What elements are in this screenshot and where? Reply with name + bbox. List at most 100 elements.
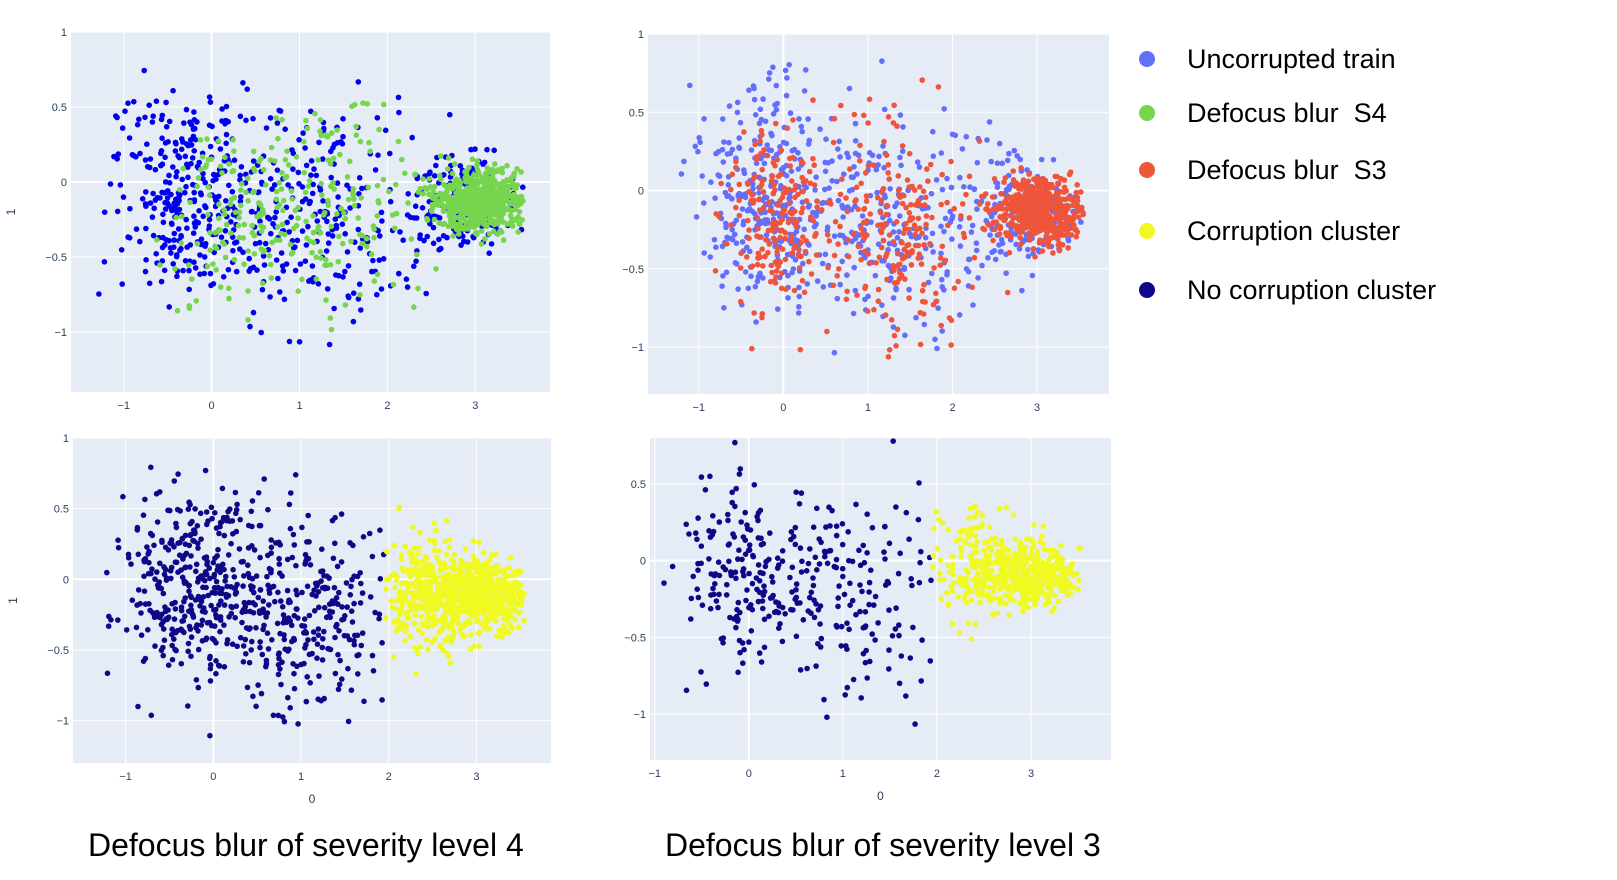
scatter-point bbox=[201, 270, 208, 277]
scatter-point bbox=[466, 164, 472, 171]
scatter-point bbox=[231, 256, 238, 263]
scatter-point bbox=[272, 214, 278, 221]
scatter-point bbox=[363, 235, 370, 242]
scatter-point bbox=[951, 205, 957, 212]
scatter-point bbox=[998, 190, 1004, 197]
scatter-point bbox=[769, 208, 776, 215]
scatter-point bbox=[762, 563, 769, 570]
scatter-point bbox=[371, 226, 377, 232]
scatter-point bbox=[286, 338, 293, 345]
scatter-point bbox=[756, 196, 762, 203]
scatter-point bbox=[301, 630, 307, 636]
scatter-point bbox=[253, 573, 260, 579]
y-tick-label: 1 bbox=[638, 29, 644, 41]
scatter-point bbox=[319, 192, 325, 198]
scatter-point bbox=[504, 177, 510, 183]
scatter-point bbox=[281, 296, 288, 303]
scatter-point bbox=[196, 159, 202, 166]
scatter-point bbox=[751, 310, 757, 316]
scatter-point bbox=[189, 518, 195, 525]
scatter-point bbox=[917, 184, 923, 190]
scatter-point bbox=[252, 168, 258, 174]
scatter-point bbox=[161, 637, 168, 643]
scatter-point bbox=[882, 312, 889, 318]
scatter-point bbox=[865, 120, 871, 126]
scatter-point bbox=[949, 236, 955, 242]
scatter-point bbox=[791, 245, 797, 251]
scatter-panel-top-left: −1 0 1 2 3−1−0.500.511 bbox=[4, 27, 550, 412]
scatter-point bbox=[153, 491, 160, 497]
scatter-panel-top-right: −1 0 1 2 3−1−0.500.51 bbox=[622, 29, 1109, 414]
scatter-point bbox=[333, 225, 340, 231]
scatter-point bbox=[367, 148, 374, 155]
scatter-point bbox=[314, 218, 321, 224]
scatter-point bbox=[916, 164, 923, 170]
scatter-point bbox=[449, 170, 456, 177]
scatter-point bbox=[776, 625, 782, 631]
scatter-point bbox=[961, 234, 968, 241]
x-tick-label: 0 bbox=[210, 771, 216, 783]
scatter-point bbox=[518, 193, 525, 200]
scatter-point bbox=[772, 239, 779, 245]
scatter-point bbox=[973, 247, 980, 254]
scatter-point bbox=[500, 201, 507, 208]
scatter-point bbox=[1039, 197, 1046, 203]
scatter-point bbox=[723, 269, 730, 276]
scatter-point bbox=[259, 651, 266, 658]
scatter-point bbox=[342, 302, 349, 308]
scatter-point bbox=[481, 159, 488, 166]
scatter-point bbox=[719, 283, 725, 290]
x-tick-label: 0 bbox=[209, 400, 215, 412]
scatter-point bbox=[476, 629, 483, 636]
scatter-point bbox=[431, 520, 438, 527]
scatter-point bbox=[903, 204, 909, 211]
scatter-point bbox=[719, 243, 726, 250]
scatter-point bbox=[299, 524, 305, 531]
scatter-point bbox=[696, 134, 702, 141]
scatter-point bbox=[251, 589, 257, 596]
scatter-point bbox=[223, 140, 229, 147]
scatter-point bbox=[266, 587, 272, 593]
scatter-point bbox=[763, 232, 770, 238]
scatter-point bbox=[266, 253, 273, 259]
scatter-point bbox=[938, 250, 944, 257]
scatter-point bbox=[217, 146, 224, 152]
scatter-point bbox=[901, 264, 908, 271]
scatter-point bbox=[481, 199, 487, 206]
scatter-point bbox=[303, 117, 309, 124]
scatter-point bbox=[1054, 173, 1060, 180]
scatter-point bbox=[359, 185, 365, 192]
scatter-point bbox=[812, 187, 818, 193]
scatter-point bbox=[489, 174, 496, 180]
scatter-point bbox=[380, 255, 387, 262]
scatter-point bbox=[920, 188, 927, 195]
scatter-point bbox=[772, 163, 778, 169]
scatter-point bbox=[799, 174, 805, 181]
scatter-point bbox=[465, 226, 472, 232]
scatter-point bbox=[288, 622, 295, 629]
scatter-point bbox=[462, 174, 468, 181]
scatter-point bbox=[741, 170, 748, 177]
scatter-point bbox=[134, 602, 140, 608]
scatter-point bbox=[172, 646, 178, 653]
scatter-point bbox=[204, 521, 210, 528]
scatter-point bbox=[188, 634, 195, 640]
scatter-point bbox=[402, 580, 409, 586]
scatter-point bbox=[166, 118, 173, 125]
scatter-point bbox=[791, 187, 798, 193]
scatter-point bbox=[263, 125, 270, 131]
scatter-point bbox=[238, 164, 245, 170]
scatter-point bbox=[826, 238, 833, 244]
scatter-point bbox=[749, 192, 755, 198]
scatter-point bbox=[865, 293, 871, 300]
scatter-point bbox=[829, 178, 835, 184]
scatter-point bbox=[707, 605, 714, 612]
scatter-point bbox=[129, 597, 136, 603]
scatter-point bbox=[174, 506, 181, 513]
scatter-point bbox=[948, 158, 954, 165]
scatter-point bbox=[779, 638, 786, 645]
scatter-point bbox=[422, 185, 428, 191]
scatter-point bbox=[266, 216, 273, 222]
scatter-point bbox=[737, 609, 743, 616]
scatter-point bbox=[387, 150, 393, 157]
